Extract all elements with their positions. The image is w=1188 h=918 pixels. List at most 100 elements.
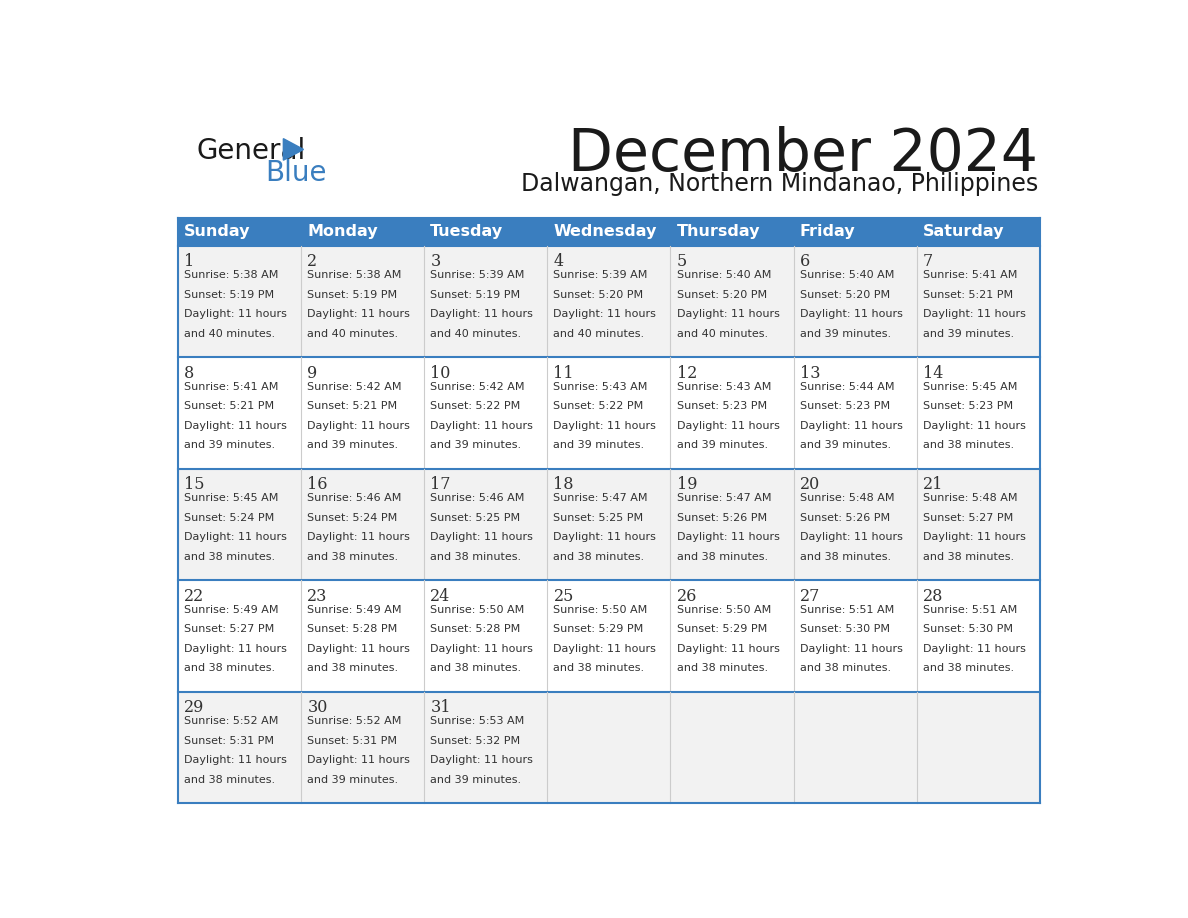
Text: Sunrise: 5:40 AM: Sunrise: 5:40 AM — [677, 270, 771, 280]
Text: December 2024: December 2024 — [568, 126, 1038, 183]
Text: 1: 1 — [184, 253, 195, 271]
Text: and 39 minutes.: and 39 minutes. — [430, 775, 522, 785]
Text: Daylight: 11 hours: Daylight: 11 hours — [308, 756, 410, 766]
Text: Sunset: 5:23 PM: Sunset: 5:23 PM — [800, 401, 890, 411]
Text: Daylight: 11 hours: Daylight: 11 hours — [554, 309, 656, 319]
Text: Sunrise: 5:41 AM: Sunrise: 5:41 AM — [923, 270, 1017, 280]
Text: and 38 minutes.: and 38 minutes. — [677, 552, 767, 562]
Text: Sunday: Sunday — [184, 224, 251, 240]
Text: and 38 minutes.: and 38 minutes. — [554, 664, 645, 673]
Text: Sunrise: 5:38 AM: Sunrise: 5:38 AM — [308, 270, 402, 280]
Text: and 38 minutes.: and 38 minutes. — [677, 664, 767, 673]
Text: Daylight: 11 hours: Daylight: 11 hours — [800, 532, 903, 543]
Text: 26: 26 — [677, 588, 697, 605]
Text: Sunset: 5:26 PM: Sunset: 5:26 PM — [800, 513, 890, 523]
Text: Sunset: 5:29 PM: Sunset: 5:29 PM — [677, 624, 767, 634]
Text: Daylight: 11 hours: Daylight: 11 hours — [677, 532, 779, 543]
Text: and 39 minutes.: and 39 minutes. — [800, 441, 891, 451]
Text: Sunset: 5:21 PM: Sunset: 5:21 PM — [308, 401, 398, 411]
Text: and 38 minutes.: and 38 minutes. — [923, 552, 1015, 562]
Text: 18: 18 — [554, 476, 574, 493]
Text: Sunset: 5:23 PM: Sunset: 5:23 PM — [677, 401, 766, 411]
Text: Daylight: 11 hours: Daylight: 11 hours — [923, 644, 1025, 654]
Text: 24: 24 — [430, 588, 450, 605]
Text: Sunset: 5:28 PM: Sunset: 5:28 PM — [430, 624, 520, 634]
Text: 12: 12 — [677, 364, 697, 382]
Text: Sunrise: 5:39 AM: Sunrise: 5:39 AM — [430, 270, 525, 280]
Text: Sunrise: 5:52 AM: Sunrise: 5:52 AM — [308, 716, 402, 726]
Text: 31: 31 — [430, 700, 451, 716]
Text: Daylight: 11 hours: Daylight: 11 hours — [184, 644, 287, 654]
Text: Daylight: 11 hours: Daylight: 11 hours — [554, 532, 656, 543]
Text: 13: 13 — [800, 364, 820, 382]
Text: Sunset: 5:21 PM: Sunset: 5:21 PM — [923, 290, 1013, 300]
Text: Sunrise: 5:41 AM: Sunrise: 5:41 AM — [184, 382, 278, 392]
Text: Sunrise: 5:50 AM: Sunrise: 5:50 AM — [554, 605, 647, 615]
Text: Daylight: 11 hours: Daylight: 11 hours — [800, 309, 903, 319]
Text: and 40 minutes.: and 40 minutes. — [430, 329, 522, 339]
Text: Daylight: 11 hours: Daylight: 11 hours — [677, 420, 779, 431]
Text: and 38 minutes.: and 38 minutes. — [923, 441, 1015, 451]
Text: 17: 17 — [430, 476, 451, 493]
Text: Sunset: 5:31 PM: Sunset: 5:31 PM — [308, 736, 397, 745]
Text: Sunrise: 5:40 AM: Sunrise: 5:40 AM — [800, 270, 895, 280]
Bar — [178, 357, 1040, 469]
Text: Sunset: 5:25 PM: Sunset: 5:25 PM — [554, 513, 644, 523]
Text: 28: 28 — [923, 588, 943, 605]
Text: Daylight: 11 hours: Daylight: 11 hours — [800, 420, 903, 431]
Text: Sunset: 5:20 PM: Sunset: 5:20 PM — [554, 290, 644, 300]
Text: Sunrise: 5:48 AM: Sunrise: 5:48 AM — [923, 493, 1017, 503]
Text: Sunrise: 5:50 AM: Sunrise: 5:50 AM — [677, 605, 771, 615]
Text: Sunrise: 5:45 AM: Sunrise: 5:45 AM — [184, 493, 278, 503]
Text: Sunset: 5:29 PM: Sunset: 5:29 PM — [554, 624, 644, 634]
Text: and 38 minutes.: and 38 minutes. — [923, 664, 1015, 673]
Text: 23: 23 — [308, 588, 328, 605]
Text: and 39 minutes.: and 39 minutes. — [308, 775, 398, 785]
Text: and 39 minutes.: and 39 minutes. — [430, 441, 522, 451]
Text: Sunset: 5:20 PM: Sunset: 5:20 PM — [677, 290, 766, 300]
Text: Daylight: 11 hours: Daylight: 11 hours — [923, 532, 1025, 543]
Text: Daylight: 11 hours: Daylight: 11 hours — [308, 420, 410, 431]
Text: Sunrise: 5:43 AM: Sunrise: 5:43 AM — [677, 382, 771, 392]
Text: 8: 8 — [184, 364, 195, 382]
Text: and 38 minutes.: and 38 minutes. — [308, 552, 398, 562]
Text: 27: 27 — [800, 588, 820, 605]
Text: Blue: Blue — [265, 159, 327, 186]
Text: Daylight: 11 hours: Daylight: 11 hours — [308, 532, 410, 543]
Bar — [178, 218, 1040, 246]
Bar — [178, 691, 1040, 803]
Text: and 40 minutes.: and 40 minutes. — [677, 329, 767, 339]
Text: General: General — [196, 137, 305, 165]
Text: Sunset: 5:26 PM: Sunset: 5:26 PM — [677, 513, 766, 523]
Text: and 39 minutes.: and 39 minutes. — [923, 329, 1015, 339]
Text: Sunset: 5:27 PM: Sunset: 5:27 PM — [923, 513, 1013, 523]
Text: Daylight: 11 hours: Daylight: 11 hours — [677, 644, 779, 654]
Text: 5: 5 — [677, 253, 687, 271]
Text: Sunset: 5:25 PM: Sunset: 5:25 PM — [430, 513, 520, 523]
Text: Daylight: 11 hours: Daylight: 11 hours — [554, 420, 656, 431]
Text: and 39 minutes.: and 39 minutes. — [308, 441, 398, 451]
Text: 7: 7 — [923, 253, 933, 271]
Text: Sunset: 5:19 PM: Sunset: 5:19 PM — [308, 290, 398, 300]
Text: and 38 minutes.: and 38 minutes. — [430, 552, 522, 562]
Text: 4: 4 — [554, 253, 563, 271]
Text: Daylight: 11 hours: Daylight: 11 hours — [430, 532, 533, 543]
Text: Daylight: 11 hours: Daylight: 11 hours — [923, 309, 1025, 319]
Text: Sunrise: 5:42 AM: Sunrise: 5:42 AM — [430, 382, 525, 392]
Text: Sunrise: 5:45 AM: Sunrise: 5:45 AM — [923, 382, 1017, 392]
Text: Daylight: 11 hours: Daylight: 11 hours — [184, 309, 287, 319]
Text: Sunrise: 5:44 AM: Sunrise: 5:44 AM — [800, 382, 895, 392]
Text: Daylight: 11 hours: Daylight: 11 hours — [677, 309, 779, 319]
Text: Sunrise: 5:42 AM: Sunrise: 5:42 AM — [308, 382, 402, 392]
Text: 19: 19 — [677, 476, 697, 493]
Text: 29: 29 — [184, 700, 204, 716]
Text: 11: 11 — [554, 364, 574, 382]
Text: and 39 minutes.: and 39 minutes. — [184, 441, 276, 451]
Text: 10: 10 — [430, 364, 450, 382]
Text: Sunset: 5:31 PM: Sunset: 5:31 PM — [184, 736, 274, 745]
Text: Sunset: 5:30 PM: Sunset: 5:30 PM — [923, 624, 1013, 634]
Polygon shape — [284, 139, 303, 161]
Text: Sunset: 5:19 PM: Sunset: 5:19 PM — [430, 290, 520, 300]
Text: Sunset: 5:22 PM: Sunset: 5:22 PM — [554, 401, 644, 411]
Text: and 38 minutes.: and 38 minutes. — [184, 552, 276, 562]
